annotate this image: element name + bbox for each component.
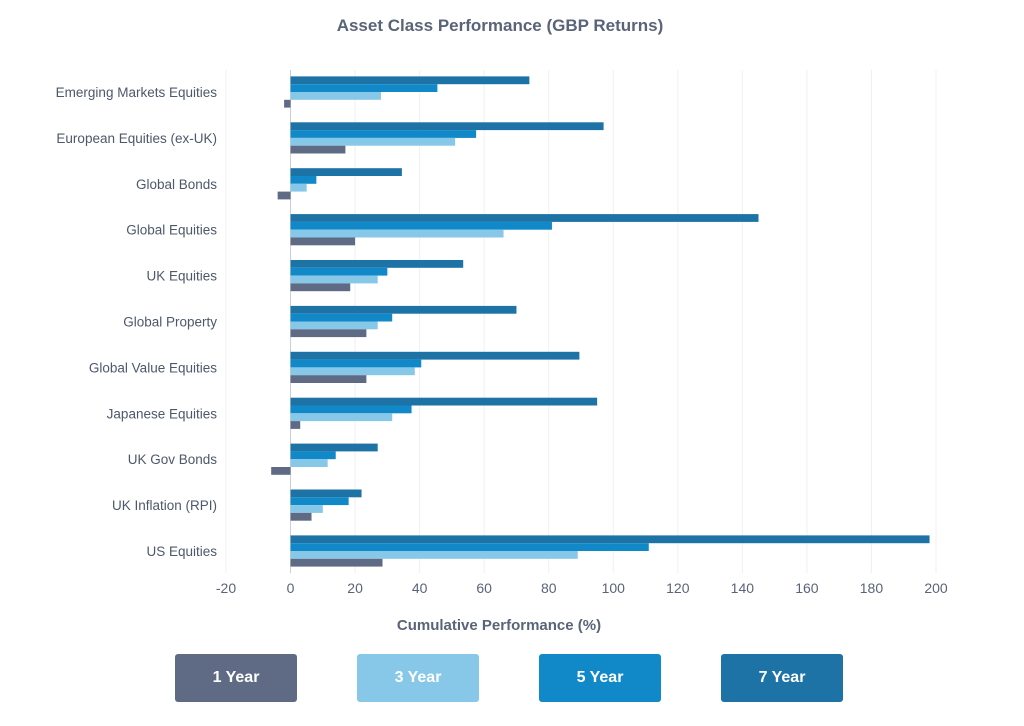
bar-7-year: [290, 397, 598, 406]
bar-3-year: [290, 551, 578, 559]
category-label: US Equities: [146, 544, 217, 559]
bar-1-year: [271, 467, 291, 475]
x-tick-label: 180: [860, 580, 884, 596]
bar-5-year: [290, 497, 349, 506]
bar-3-year: [290, 505, 323, 513]
bar-5-year: [290, 451, 336, 460]
bar-1-year: [290, 375, 367, 383]
x-tick-label: 40: [412, 580, 428, 596]
legend-button-5-year[interactable]: 5 Year: [539, 654, 661, 702]
x-tick-label: 120: [666, 580, 690, 596]
bar-7-year: [290, 76, 530, 85]
bar-1-year: [290, 329, 367, 338]
category-label: UK Gov Bonds: [128, 452, 218, 467]
x-tick-label: 200: [924, 580, 948, 596]
bar-1-year: [290, 237, 356, 246]
bar-5-year: [290, 313, 393, 322]
category-label: UK Equities: [146, 269, 217, 284]
bar-5-year: [290, 130, 477, 138]
bar-chart: Emerging Markets Equities European Equiti…: [56, 70, 948, 634]
legend-button-3-year[interactable]: 3 Year: [357, 654, 479, 702]
bar-1-year: [284, 99, 291, 108]
category-label: Global Bonds: [136, 177, 217, 192]
bar-7-year: [290, 122, 604, 131]
chart-title: Asset Class Performance (GBP Returns): [336, 16, 664, 35]
x-tick-labels: -20 0 20 40 60 80 100 120 140 160 180 200: [216, 580, 948, 596]
bar-7-year: [290, 168, 402, 176]
bar-5-year: [290, 176, 317, 184]
bar-1-year: [290, 512, 312, 521]
category-label: UK Inflation (RPI): [112, 498, 217, 513]
bar-7-year: [290, 214, 759, 222]
category-label: Emerging Markets Equities: [56, 85, 218, 100]
category-label: Global Value Equities: [89, 360, 217, 375]
x-tick-label: 80: [541, 580, 557, 596]
bar-7-year: [290, 443, 378, 452]
bar-7-year: [290, 260, 464, 268]
bar-5-year: [290, 267, 388, 276]
legend-button-1-year[interactable]: 1 Year: [175, 654, 297, 702]
bar-1-year: [290, 145, 346, 154]
x-tick-label: 100: [602, 580, 626, 596]
bar-7-year: [290, 489, 362, 498]
bar-3-year: [290, 229, 504, 238]
bar-1-year: [290, 558, 383, 567]
bar-7-year: [290, 305, 517, 314]
legend-button-7-year[interactable]: 7 Year: [721, 654, 843, 702]
x-axis-label: Cumulative Performance (%): [397, 617, 601, 634]
x-tick-label: 140: [731, 580, 755, 596]
bar-3-year: [290, 367, 415, 376]
bar-3-year: [290, 137, 456, 146]
category-labels: Emerging Markets Equities European Equiti…: [56, 85, 218, 559]
bar-5-year: [290, 543, 649, 551]
bar-3-year: [290, 459, 328, 467]
bar-1-year: [277, 191, 291, 200]
grid-lines: [225, 70, 937, 573]
bar-3-year: [290, 321, 378, 330]
category-label: European Equities (ex-UK): [56, 131, 217, 146]
bar-3-year: [290, 183, 307, 192]
bar-5-year: [290, 359, 422, 368]
bar-3-year: [290, 92, 381, 100]
bar-1-year: [290, 421, 301, 429]
bars: [271, 76, 930, 567]
bar-5-year: [290, 84, 438, 92]
bar-7-year: [290, 535, 930, 544]
bar-3-year: [290, 275, 378, 284]
x-tick-label: 20: [347, 580, 363, 596]
bar-5-year: [290, 221, 552, 230]
bar-5-year: [290, 405, 412, 414]
bar-1-year: [290, 283, 351, 292]
bar-3-year: [290, 413, 393, 422]
x-tick-label: 160: [795, 580, 819, 596]
x-tick-label: 60: [476, 580, 492, 596]
x-tick-label: -20: [216, 580, 236, 596]
bar-7-year: [290, 351, 580, 360]
category-label: Global Equities: [126, 223, 217, 238]
category-label: Japanese Equities: [107, 406, 218, 421]
x-tick-label: 0: [287, 580, 295, 596]
category-label: Global Property: [123, 315, 217, 330]
